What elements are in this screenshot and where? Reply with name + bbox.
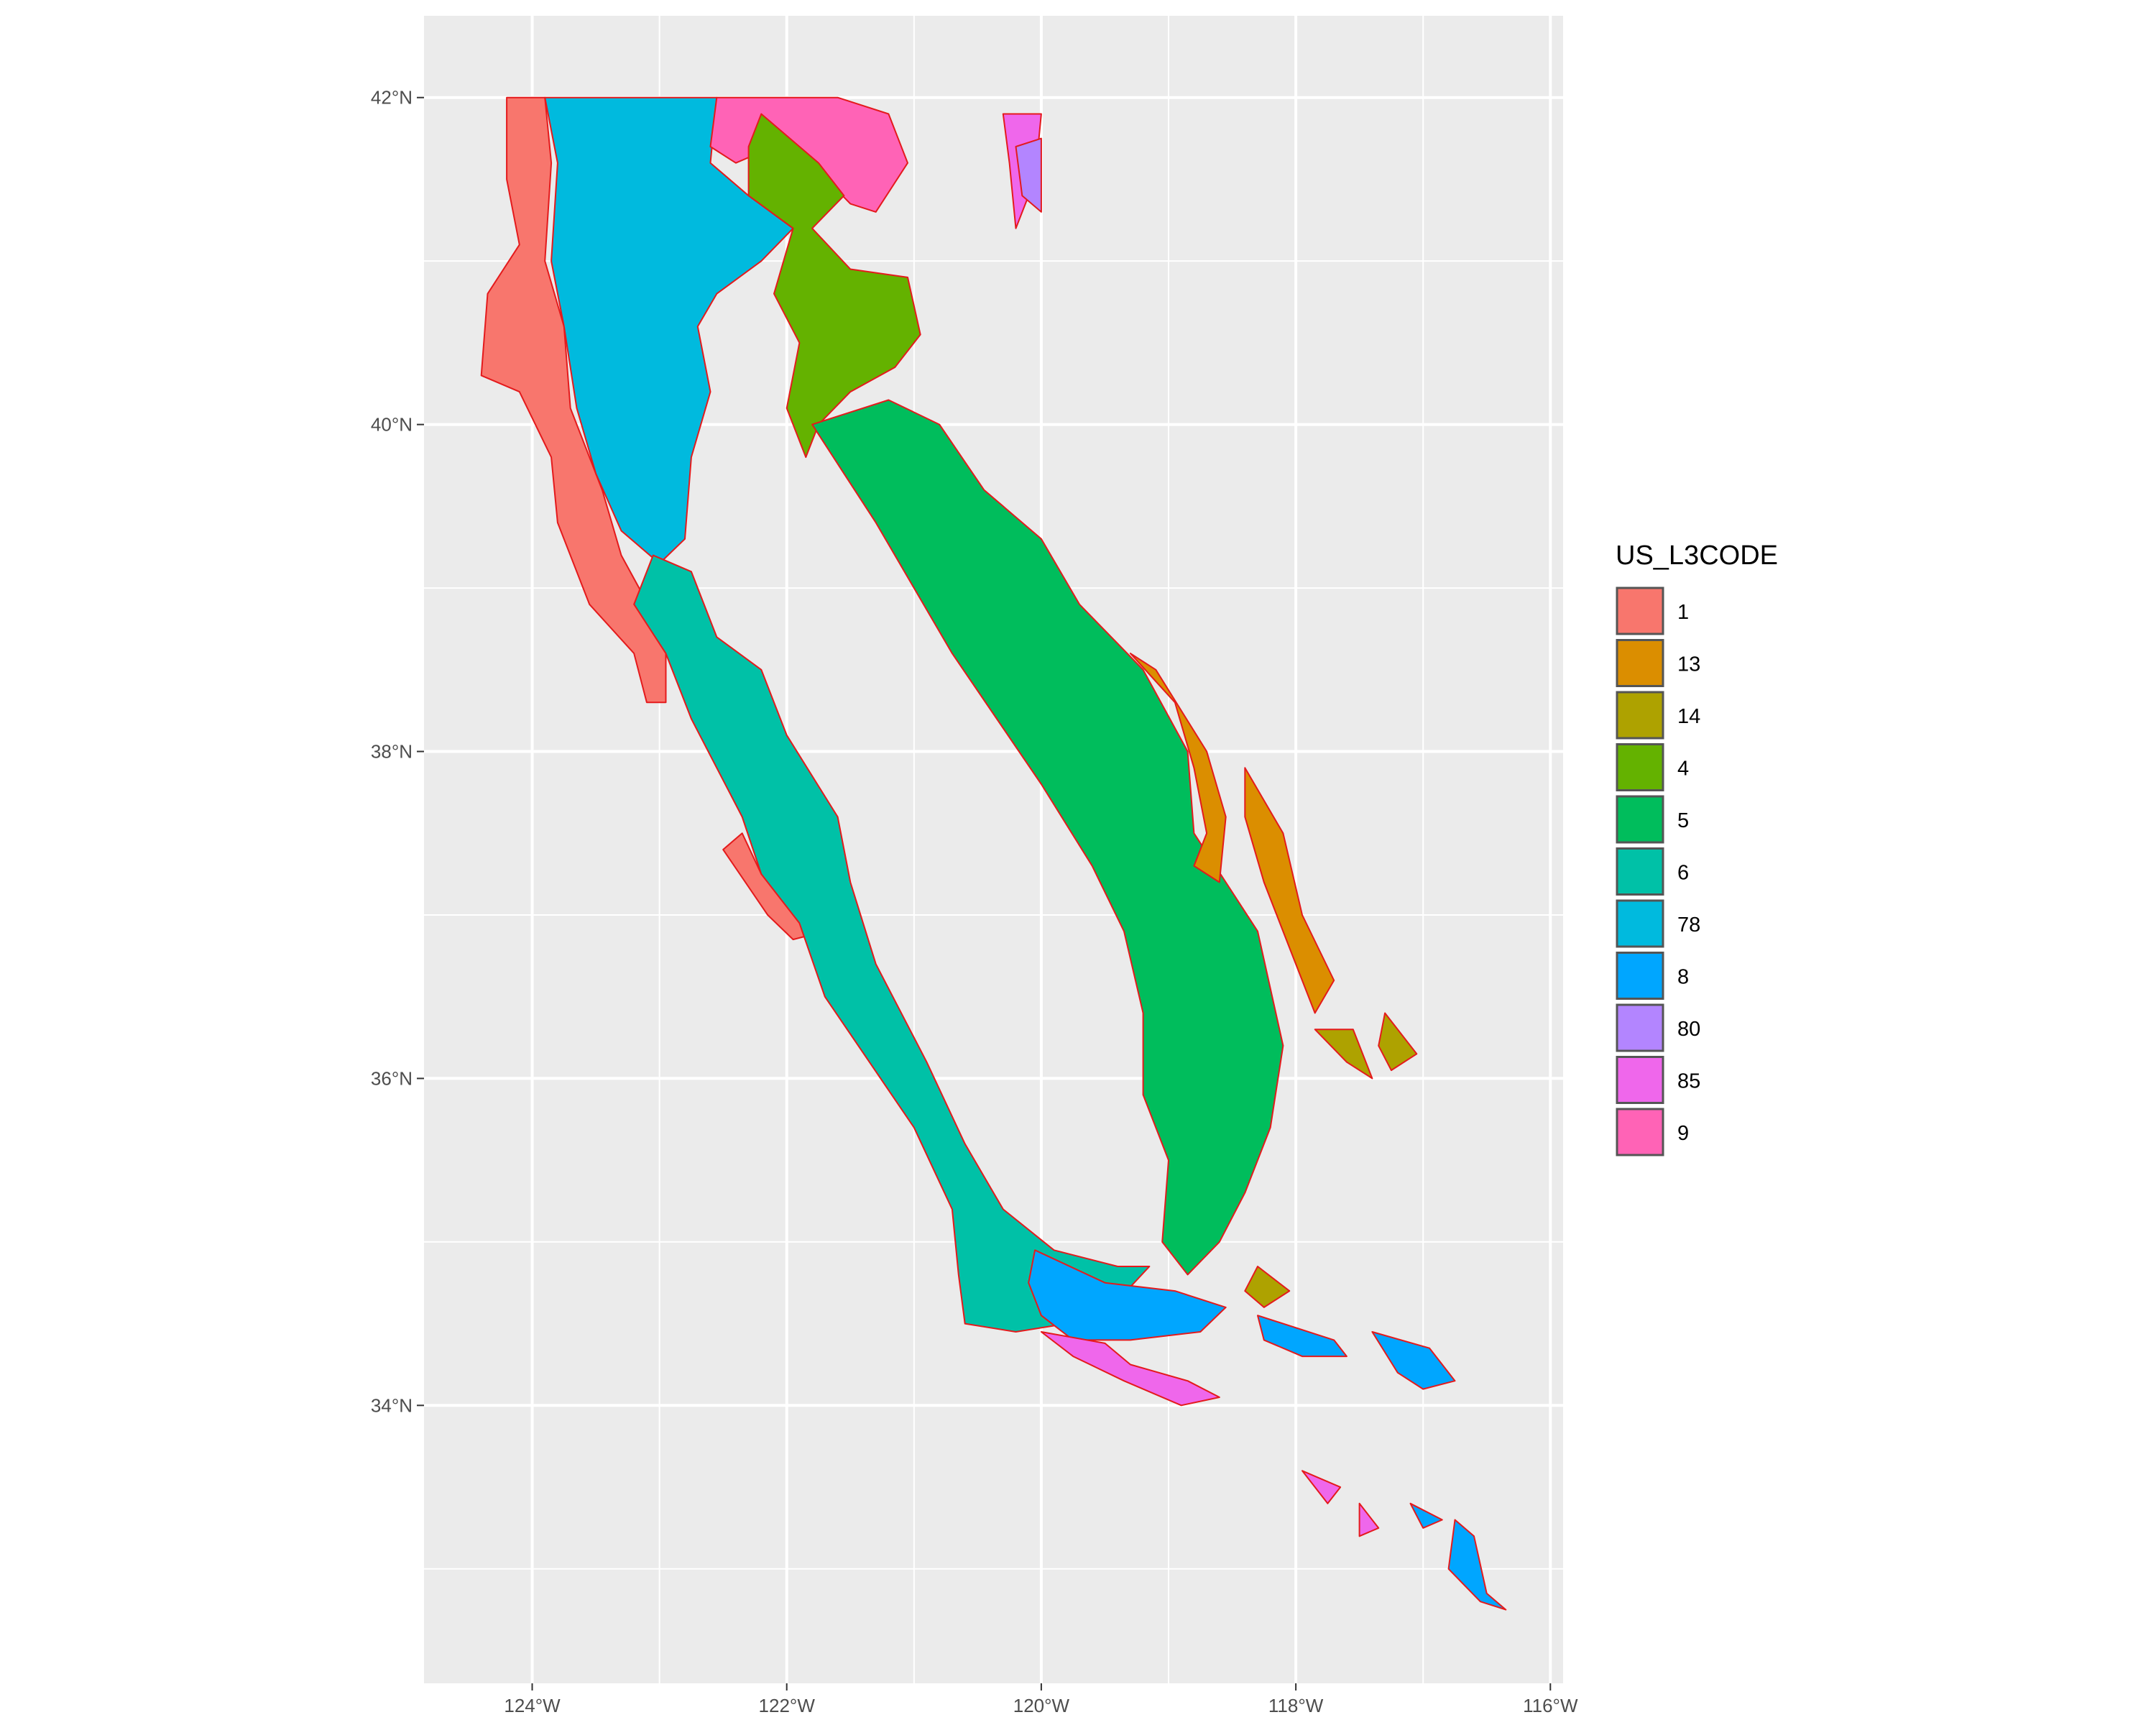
region-polygon	[811, 399, 1284, 1276]
y-tick-label: 38°N	[371, 741, 413, 763]
x-axis: 124°W 122°W 120°W 118°W 116°W	[504, 1683, 1578, 1716]
legend-entry: 85	[1616, 1056, 1700, 1104]
region-polygons	[480, 96, 1507, 1611]
region-polygon	[1378, 1012, 1418, 1072]
legend: US_L3CODE 1 13 14 4 5 6 78 8 80 85 9	[1616, 540, 1778, 1156]
legend-swatch	[1616, 1108, 1664, 1156]
y-tick-label: 34°N	[371, 1394, 413, 1416]
legend-entry: 13	[1616, 639, 1700, 687]
region-13	[1129, 653, 1335, 1014]
region-polygon	[1358, 1502, 1380, 1537]
legend-entry: 5	[1616, 795, 1689, 844]
region-8	[1028, 1249, 1507, 1611]
legend-swatch	[1616, 691, 1664, 740]
legend-entry: 78	[1616, 899, 1700, 948]
legend-title: US_L3CODE	[1616, 540, 1778, 571]
y-axis: 42°N 40°N 38°N 36°N 34°N	[371, 87, 424, 1416]
legend-label: 78	[1677, 914, 1700, 937]
legend-label: 6	[1677, 862, 1689, 885]
legend-label: 80	[1677, 1018, 1700, 1041]
y-tick-label: 36°N	[371, 1067, 413, 1089]
region-polygon	[1129, 653, 1227, 883]
region-polygon	[1302, 1470, 1342, 1504]
legend-swatch	[1616, 847, 1664, 896]
legend-swatch	[1616, 899, 1664, 948]
legend-label: 85	[1677, 1070, 1700, 1093]
x-tick-label: 120°W	[1013, 1695, 1070, 1716]
region-polygon	[1447, 1519, 1507, 1611]
x-tick-label: 122°W	[759, 1695, 816, 1716]
legend-label: 13	[1677, 653, 1700, 676]
region-polygon	[1244, 1266, 1291, 1308]
legend-entry: 80	[1616, 1003, 1700, 1052]
legend-label: 4	[1677, 758, 1689, 781]
legend-swatch	[1616, 586, 1664, 635]
legend-entry: 9	[1616, 1108, 1689, 1156]
legend-label: 8	[1677, 966, 1689, 989]
region-polygon	[1015, 137, 1042, 213]
region-polygon	[480, 96, 667, 704]
region-polygon	[1409, 1502, 1443, 1529]
y-tick-label: 40°N	[371, 414, 413, 436]
region-14	[1244, 1012, 1418, 1308]
legend-entry: 4	[1616, 743, 1689, 791]
region-polygon	[1257, 1315, 1348, 1358]
x-tick-label: 116°W	[1523, 1695, 1578, 1716]
region-polygon	[1028, 1249, 1227, 1341]
region-polygon	[1244, 767, 1335, 1014]
legend-entry: 6	[1616, 847, 1689, 896]
region-polygon	[1371, 1331, 1456, 1390]
x-tick-label: 124°W	[504, 1695, 561, 1716]
region-5	[811, 399, 1284, 1276]
legend-entries: 1 13 14 4 5 6 78 8 80 85 9	[1616, 586, 1700, 1156]
region-80	[1015, 137, 1042, 213]
legend-entry: 14	[1616, 691, 1700, 740]
region-4	[747, 113, 921, 459]
legend-label: 5	[1677, 809, 1689, 832]
legend-swatch	[1616, 1003, 1664, 1052]
legend-swatch	[1616, 795, 1664, 844]
legend-swatch	[1616, 743, 1664, 791]
region-polygon	[1040, 1331, 1220, 1407]
legend-swatch	[1616, 639, 1664, 687]
y-tick-label: 42°N	[371, 87, 413, 109]
legend-entry: 1	[1616, 586, 1689, 635]
legend-label: 9	[1677, 1122, 1689, 1145]
x-tick-label: 118°W	[1268, 1695, 1324, 1716]
region-polygon	[747, 113, 921, 459]
legend-label: 14	[1677, 705, 1700, 728]
region-polygon	[1314, 1029, 1373, 1080]
legend-swatch	[1616, 1056, 1664, 1104]
legend-entry: 8	[1616, 952, 1689, 1000]
legend-swatch	[1616, 952, 1664, 1000]
legend-label: 1	[1677, 601, 1689, 624]
